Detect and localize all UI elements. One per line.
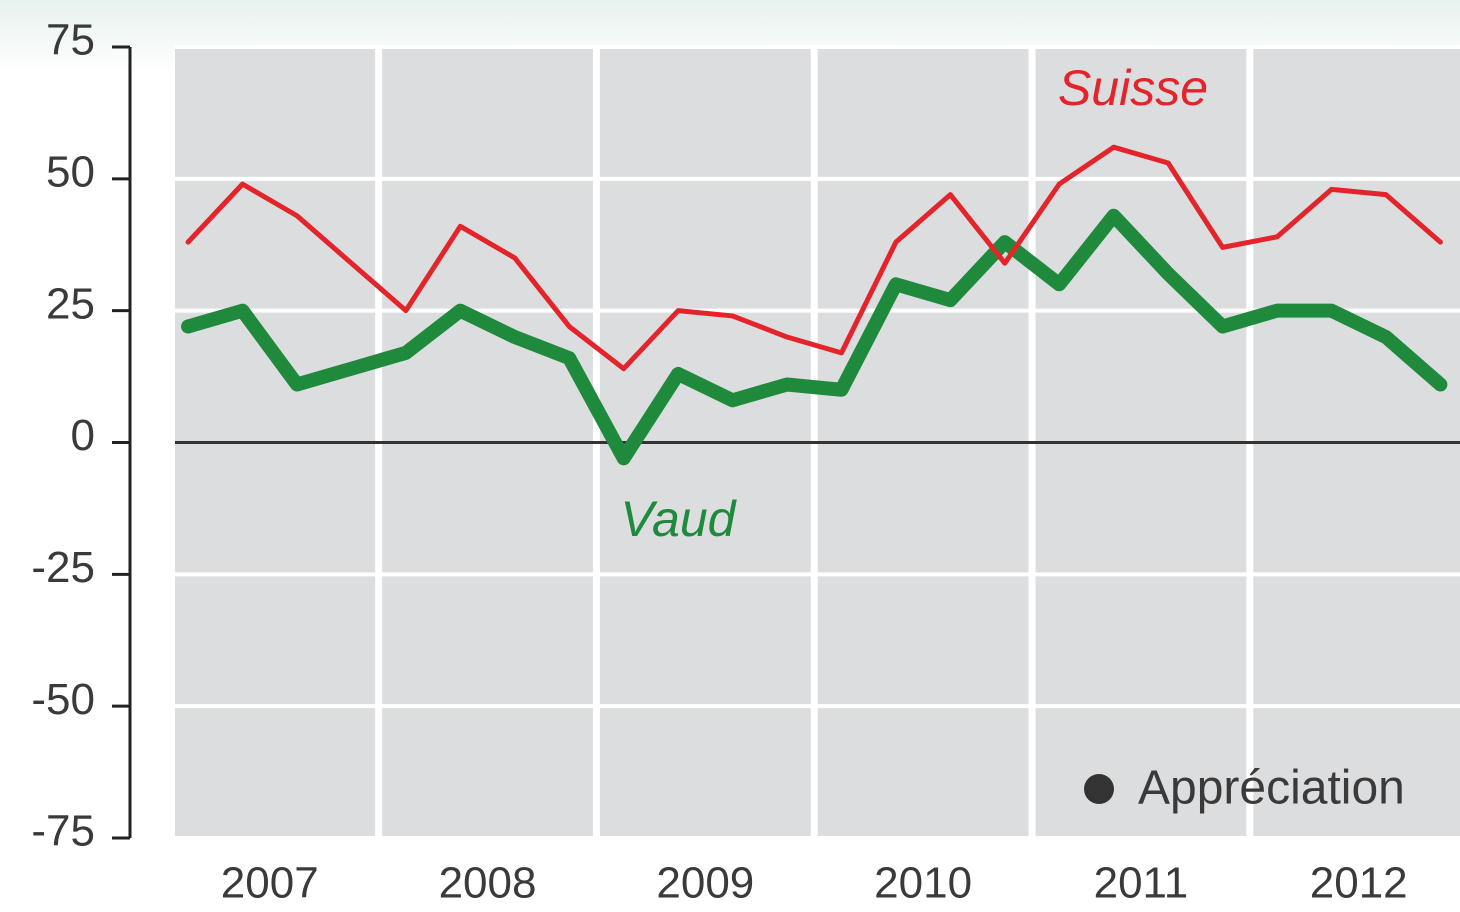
x-tick-label: 2009 <box>656 859 754 908</box>
x-tick-label: 2010 <box>874 859 972 908</box>
y-tick-label: 0 <box>71 411 95 460</box>
series-label: Vaud <box>621 491 738 547</box>
x-tick-label: 2008 <box>439 859 537 908</box>
y-tick-label: 75 <box>46 16 95 65</box>
legend-label: Appréciation <box>1138 762 1405 815</box>
y-tick-label: -75 <box>31 807 95 856</box>
legend-marker <box>1084 774 1114 804</box>
x-tick-label: 2011 <box>1094 859 1189 908</box>
series-line <box>181 208 1448 466</box>
y-tick-label: -50 <box>31 675 95 724</box>
y-tick-label: 50 <box>46 147 95 196</box>
y-tick-label: 25 <box>46 279 95 328</box>
x-tick-label: 2007 <box>221 859 319 908</box>
y-tick-label: -25 <box>31 543 95 592</box>
series-line <box>185 144 1443 372</box>
x-tick-label: 2012 <box>1310 859 1408 908</box>
series-label: Suisse <box>1058 60 1208 116</box>
